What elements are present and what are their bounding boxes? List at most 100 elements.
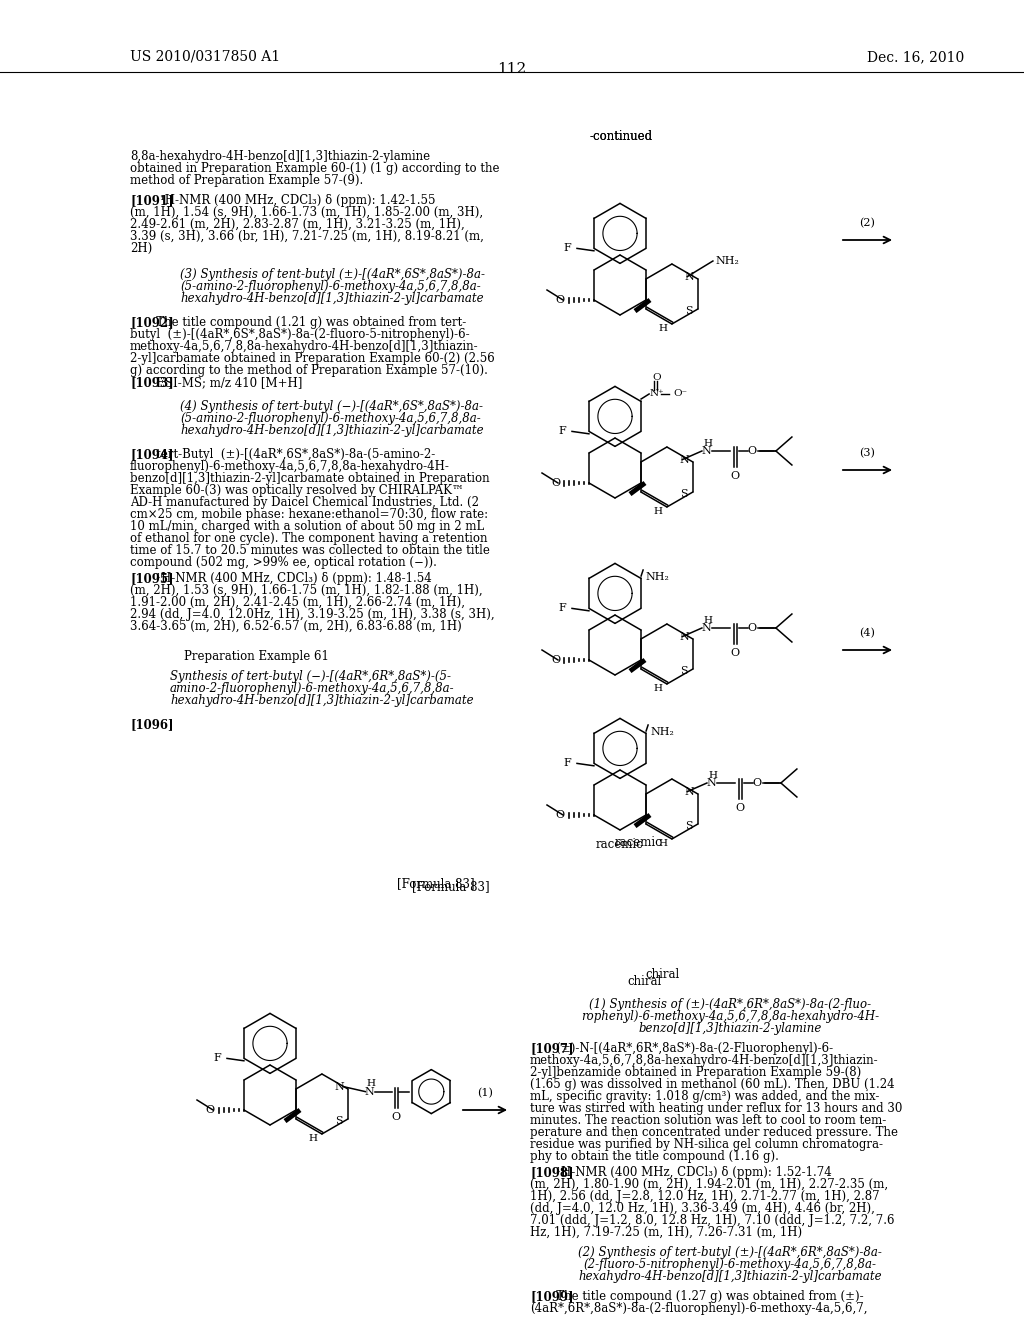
Text: Synthesis of tert-butyl (−)-[(4aR*,6R*,8aS*)-(5-: Synthesis of tert-butyl (−)-[(4aR*,6R*,8… — [170, 671, 451, 682]
Text: racemic: racemic — [615, 836, 663, 849]
Text: (dd, J=4.0, 12.0 Hz, 1H), 3.36-3.49 (m, 4H), 4.46 (br, 2H),: (dd, J=4.0, 12.0 Hz, 1H), 3.36-3.49 (m, … — [530, 1203, 874, 1214]
Text: [1092]: [1092] — [130, 315, 174, 329]
Text: O: O — [551, 478, 560, 488]
Text: O: O — [730, 471, 739, 480]
Text: (4aR*,6R*,8aS*)-8a-(2-fluorophenyl)-6-methoxy-4a,5,6,7,: (4aR*,6R*,8aS*)-8a-(2-fluorophenyl)-6-me… — [530, 1302, 867, 1315]
Text: NH₂: NH₂ — [716, 256, 739, 267]
Text: perature and then concentrated under reduced pressure. The: perature and then concentrated under red… — [530, 1126, 898, 1139]
Text: time of 15.7 to 20.5 minutes was collected to obtain the title: time of 15.7 to 20.5 minutes was collect… — [130, 544, 489, 557]
Text: H: H — [653, 684, 663, 693]
Text: ¹H-NMR (400 MHz, CDCl₃) δ (ppm): 1.52-1.74: ¹H-NMR (400 MHz, CDCl₃) δ (ppm): 1.52-1.… — [546, 1166, 833, 1179]
Text: H: H — [709, 771, 718, 780]
Text: Preparation Example 61: Preparation Example 61 — [183, 649, 329, 663]
Text: (5-amino-2-fluorophenyl)-6-methoxy-4a,5,6,7,8,8a-: (5-amino-2-fluorophenyl)-6-methoxy-4a,5,… — [180, 280, 480, 293]
Text: H: H — [308, 1134, 317, 1143]
Text: 8,8a-hexahydro-4H-benzo[d][1,3]thiazin-2-ylamine: 8,8a-hexahydro-4H-benzo[d][1,3]thiazin-2… — [130, 150, 430, 162]
Text: NH₂: NH₂ — [645, 572, 669, 582]
Text: 10 mL/min, charged with a solution of about 50 mg in 2 mL: 10 mL/min, charged with a solution of ab… — [130, 520, 484, 533]
Text: The title compound (1.27 g) was obtained from (±)-: The title compound (1.27 g) was obtained… — [546, 1290, 864, 1303]
Text: (5-amino-2-fluorophenyl)-6-methoxy-4a,5,6,7,8,8a-: (5-amino-2-fluorophenyl)-6-methoxy-4a,5,… — [180, 412, 480, 425]
Text: (3): (3) — [859, 447, 876, 458]
Text: H: H — [653, 507, 663, 516]
Text: O⁻: O⁻ — [673, 389, 687, 399]
Text: F: F — [563, 759, 571, 768]
Text: O: O — [556, 810, 565, 820]
Text: 2.94 (dd, J=4.0, 12.0Hz, 1H), 3.19-3.25 (m, 1H), 3.38 (s, 3H),: 2.94 (dd, J=4.0, 12.0Hz, 1H), 3.19-3.25 … — [130, 609, 495, 620]
Text: N: N — [684, 272, 694, 281]
Text: [1098]: [1098] — [530, 1166, 573, 1179]
Text: NH₂: NH₂ — [650, 727, 674, 737]
Text: (3) Synthesis of tent-butyl (±)-[(4aR*,6S*,8aS*)-8a-: (3) Synthesis of tent-butyl (±)-[(4aR*,6… — [180, 268, 485, 281]
Text: benzo[d][1,3]thiazin-2-yl]carbamate obtained in Preparation: benzo[d][1,3]thiazin-2-yl]carbamate obta… — [130, 473, 489, 484]
Text: minutes. The reaction solution was left to cool to room tem-: minutes. The reaction solution was left … — [530, 1114, 886, 1127]
Text: 3.39 (s, 3H), 3.66 (br, 1H), 7.21-7.25 (m, 1H), 8.19-8.21 (m,: 3.39 (s, 3H), 3.66 (br, 1H), 7.21-7.25 (… — [130, 230, 484, 243]
Text: F: F — [558, 426, 566, 437]
Text: N: N — [701, 623, 711, 634]
Text: H: H — [658, 840, 668, 847]
Text: [1094]: [1094] — [130, 447, 173, 461]
Text: [Formula 83]: [Formula 83] — [413, 880, 490, 894]
Text: AD-H manufactured by Daicel Chemical Industries, Ltd. (2: AD-H manufactured by Daicel Chemical Ind… — [130, 496, 479, 510]
Text: methoxy-4a,5,6,7,8,8a-hexahydro-4H-benzo[d][1,3]thiazin-: methoxy-4a,5,6,7,8,8a-hexahydro-4H-benzo… — [530, 1053, 879, 1067]
Text: (4): (4) — [859, 628, 876, 638]
Text: mL, specific gravity: 1.018 g/cm³) was added, and the mix-: mL, specific gravity: 1.018 g/cm³) was a… — [530, 1090, 880, 1104]
Text: obtained in Preparation Example 60-(1) (1 g) according to the: obtained in Preparation Example 60-(1) (… — [130, 162, 500, 176]
Text: hexahydro-4H-benzo[d][1,3]thiazin-2-yl]carbamate: hexahydro-4H-benzo[d][1,3]thiazin-2-yl]c… — [170, 694, 474, 708]
Text: S: S — [685, 306, 693, 317]
Text: O: O — [748, 623, 757, 634]
Text: (m, 2H), 1.53 (s, 9H), 1.66-1.75 (m, 1H), 1.82-1.88 (m, 1H),: (m, 2H), 1.53 (s, 9H), 1.66-1.75 (m, 1H)… — [130, 583, 482, 597]
Text: N: N — [680, 454, 689, 465]
Text: O: O — [551, 655, 560, 665]
Text: methoxy-4a,5,6,7,8,8a-hexahydro-4H-benzo[d][1,3]thiazin-: methoxy-4a,5,6,7,8,8a-hexahydro-4H-benzo… — [130, 341, 478, 352]
Text: 3.64-3.65 (m, 2H), 6.52-6.57 (m, 2H), 6.83-6.88 (m, 1H): 3.64-3.65 (m, 2H), 6.52-6.57 (m, 2H), 6.… — [130, 620, 462, 634]
Text: 112: 112 — [498, 62, 526, 77]
Text: (2) Synthesis of tert-butyl (±)-[(4aR*,6R*,8aS*)-8a-: (2) Synthesis of tert-butyl (±)-[(4aR*,6… — [579, 1246, 882, 1259]
Text: N: N — [680, 631, 689, 642]
Text: g) according to the method of Preparation Example 57-(10).: g) according to the method of Preparatio… — [130, 364, 487, 378]
Text: O: O — [748, 446, 757, 455]
Text: [1097]: [1097] — [530, 1041, 573, 1055]
Text: H: H — [658, 323, 668, 333]
Text: 1H), 2.56 (dd, J=2.8, 12.0 Hz, 1H), 2.71-2.77 (m, 1H), 2.87: 1H), 2.56 (dd, J=2.8, 12.0 Hz, 1H), 2.71… — [530, 1191, 880, 1203]
Text: [1096]: [1096] — [130, 718, 173, 731]
Text: 2.49-2.61 (m, 2H), 2.83-2.87 (m, 1H), 3.21-3.25 (m, 1H),: 2.49-2.61 (m, 2H), 2.83-2.87 (m, 1H), 3.… — [130, 218, 465, 231]
Text: O: O — [556, 294, 565, 305]
Text: O: O — [392, 1111, 400, 1122]
Text: The title compound (1.21 g) was obtained from tert-: The title compound (1.21 g) was obtained… — [145, 315, 467, 329]
Text: ¹H-NMR (400 MHz, CDCl₃) δ (ppm): 1.42-1.55: ¹H-NMR (400 MHz, CDCl₃) δ (ppm): 1.42-1.… — [145, 194, 436, 207]
Text: of ethanol for one cycle). The component having a retention: of ethanol for one cycle). The component… — [130, 532, 487, 545]
Text: (1): (1) — [477, 1088, 493, 1098]
Text: S: S — [336, 1117, 343, 1126]
Text: N: N — [365, 1086, 374, 1097]
Text: [1095]: [1095] — [130, 572, 173, 585]
Text: cm×25 cm, mobile phase: hexane:ethanol=70:30, flow rate:: cm×25 cm, mobile phase: hexane:ethanol=7… — [130, 508, 488, 521]
Text: H: H — [367, 1078, 376, 1088]
Text: O: O — [652, 372, 662, 381]
Text: N: N — [701, 446, 711, 455]
Text: fluorophenyl)-6-methoxy-4a,5,6,7,8,8a-hexahydro-4H-: fluorophenyl)-6-methoxy-4a,5,6,7,8,8a-he… — [130, 459, 450, 473]
Text: residue was purified by NH-silica gel column chromatogra-: residue was purified by NH-silica gel co… — [530, 1138, 883, 1151]
Text: O: O — [730, 648, 739, 657]
Text: method of Preparation Example 57-(9).: method of Preparation Example 57-(9). — [130, 174, 364, 187]
Text: -continued: -continued — [590, 129, 653, 143]
Text: Hz, 1H), 7.19-7.25 (m, 1H), 7.26-7.31 (m, 1H): Hz, 1H), 7.19-7.25 (m, 1H), 7.26-7.31 (m… — [530, 1226, 802, 1239]
Text: ture was stirred with heating under reflux for 13 hours and 30: ture was stirred with heating under refl… — [530, 1102, 902, 1115]
Text: S: S — [681, 490, 688, 499]
Text: 2-yl]benzamide obtained in Preparation Example 59-(8): 2-yl]benzamide obtained in Preparation E… — [530, 1067, 861, 1078]
Text: racemic: racemic — [596, 838, 644, 851]
Text: (1) Synthesis of (±)-(4aR*,6R*,8aS*)-8a-(2-fluo-: (1) Synthesis of (±)-(4aR*,6R*,8aS*)-8a-… — [589, 998, 871, 1011]
Text: 1.91-2.00 (m, 2H), 2.41-2.45 (m, 1H), 2.66-2.74 (m, 1H),: 1.91-2.00 (m, 2H), 2.41-2.45 (m, 1H), 2.… — [130, 597, 465, 609]
Text: [Formula 83]: [Formula 83] — [397, 876, 475, 890]
Text: benzo[d][1,3]thiazin-2-ylamine: benzo[d][1,3]thiazin-2-ylamine — [638, 1022, 821, 1035]
Text: -continued: -continued — [590, 129, 653, 143]
Text: hexahydro-4H-benzo[d][1,3]thiazin-2-yl]carbamate: hexahydro-4H-benzo[d][1,3]thiazin-2-yl]c… — [579, 1270, 882, 1283]
Text: [1099]: [1099] — [530, 1290, 573, 1303]
Text: Example 60-(3) was optically resolved by CHIRALPAK™: Example 60-(3) was optically resolved by… — [130, 484, 464, 498]
Text: (2): (2) — [859, 218, 876, 228]
Text: (m, 1H), 1.54 (s, 9H), 1.66-1.73 (m, 1H), 1.85-2.00 (m, 3H),: (m, 1H), 1.54 (s, 9H), 1.66-1.73 (m, 1H)… — [130, 206, 483, 219]
Text: (1.65 g) was dissolved in methanol (60 mL). Then, DBU (1.24: (1.65 g) was dissolved in methanol (60 m… — [530, 1078, 895, 1092]
Text: butyl  (±)-[(4aR*,6S*,8aS*)-8a-(2-fluoro-5-nitrophenyl)-6-: butyl (±)-[(4aR*,6S*,8aS*)-8a-(2-fluoro-… — [130, 327, 470, 341]
Text: 2H): 2H) — [130, 242, 153, 255]
Text: O: O — [735, 803, 744, 813]
Text: H: H — [703, 440, 713, 447]
